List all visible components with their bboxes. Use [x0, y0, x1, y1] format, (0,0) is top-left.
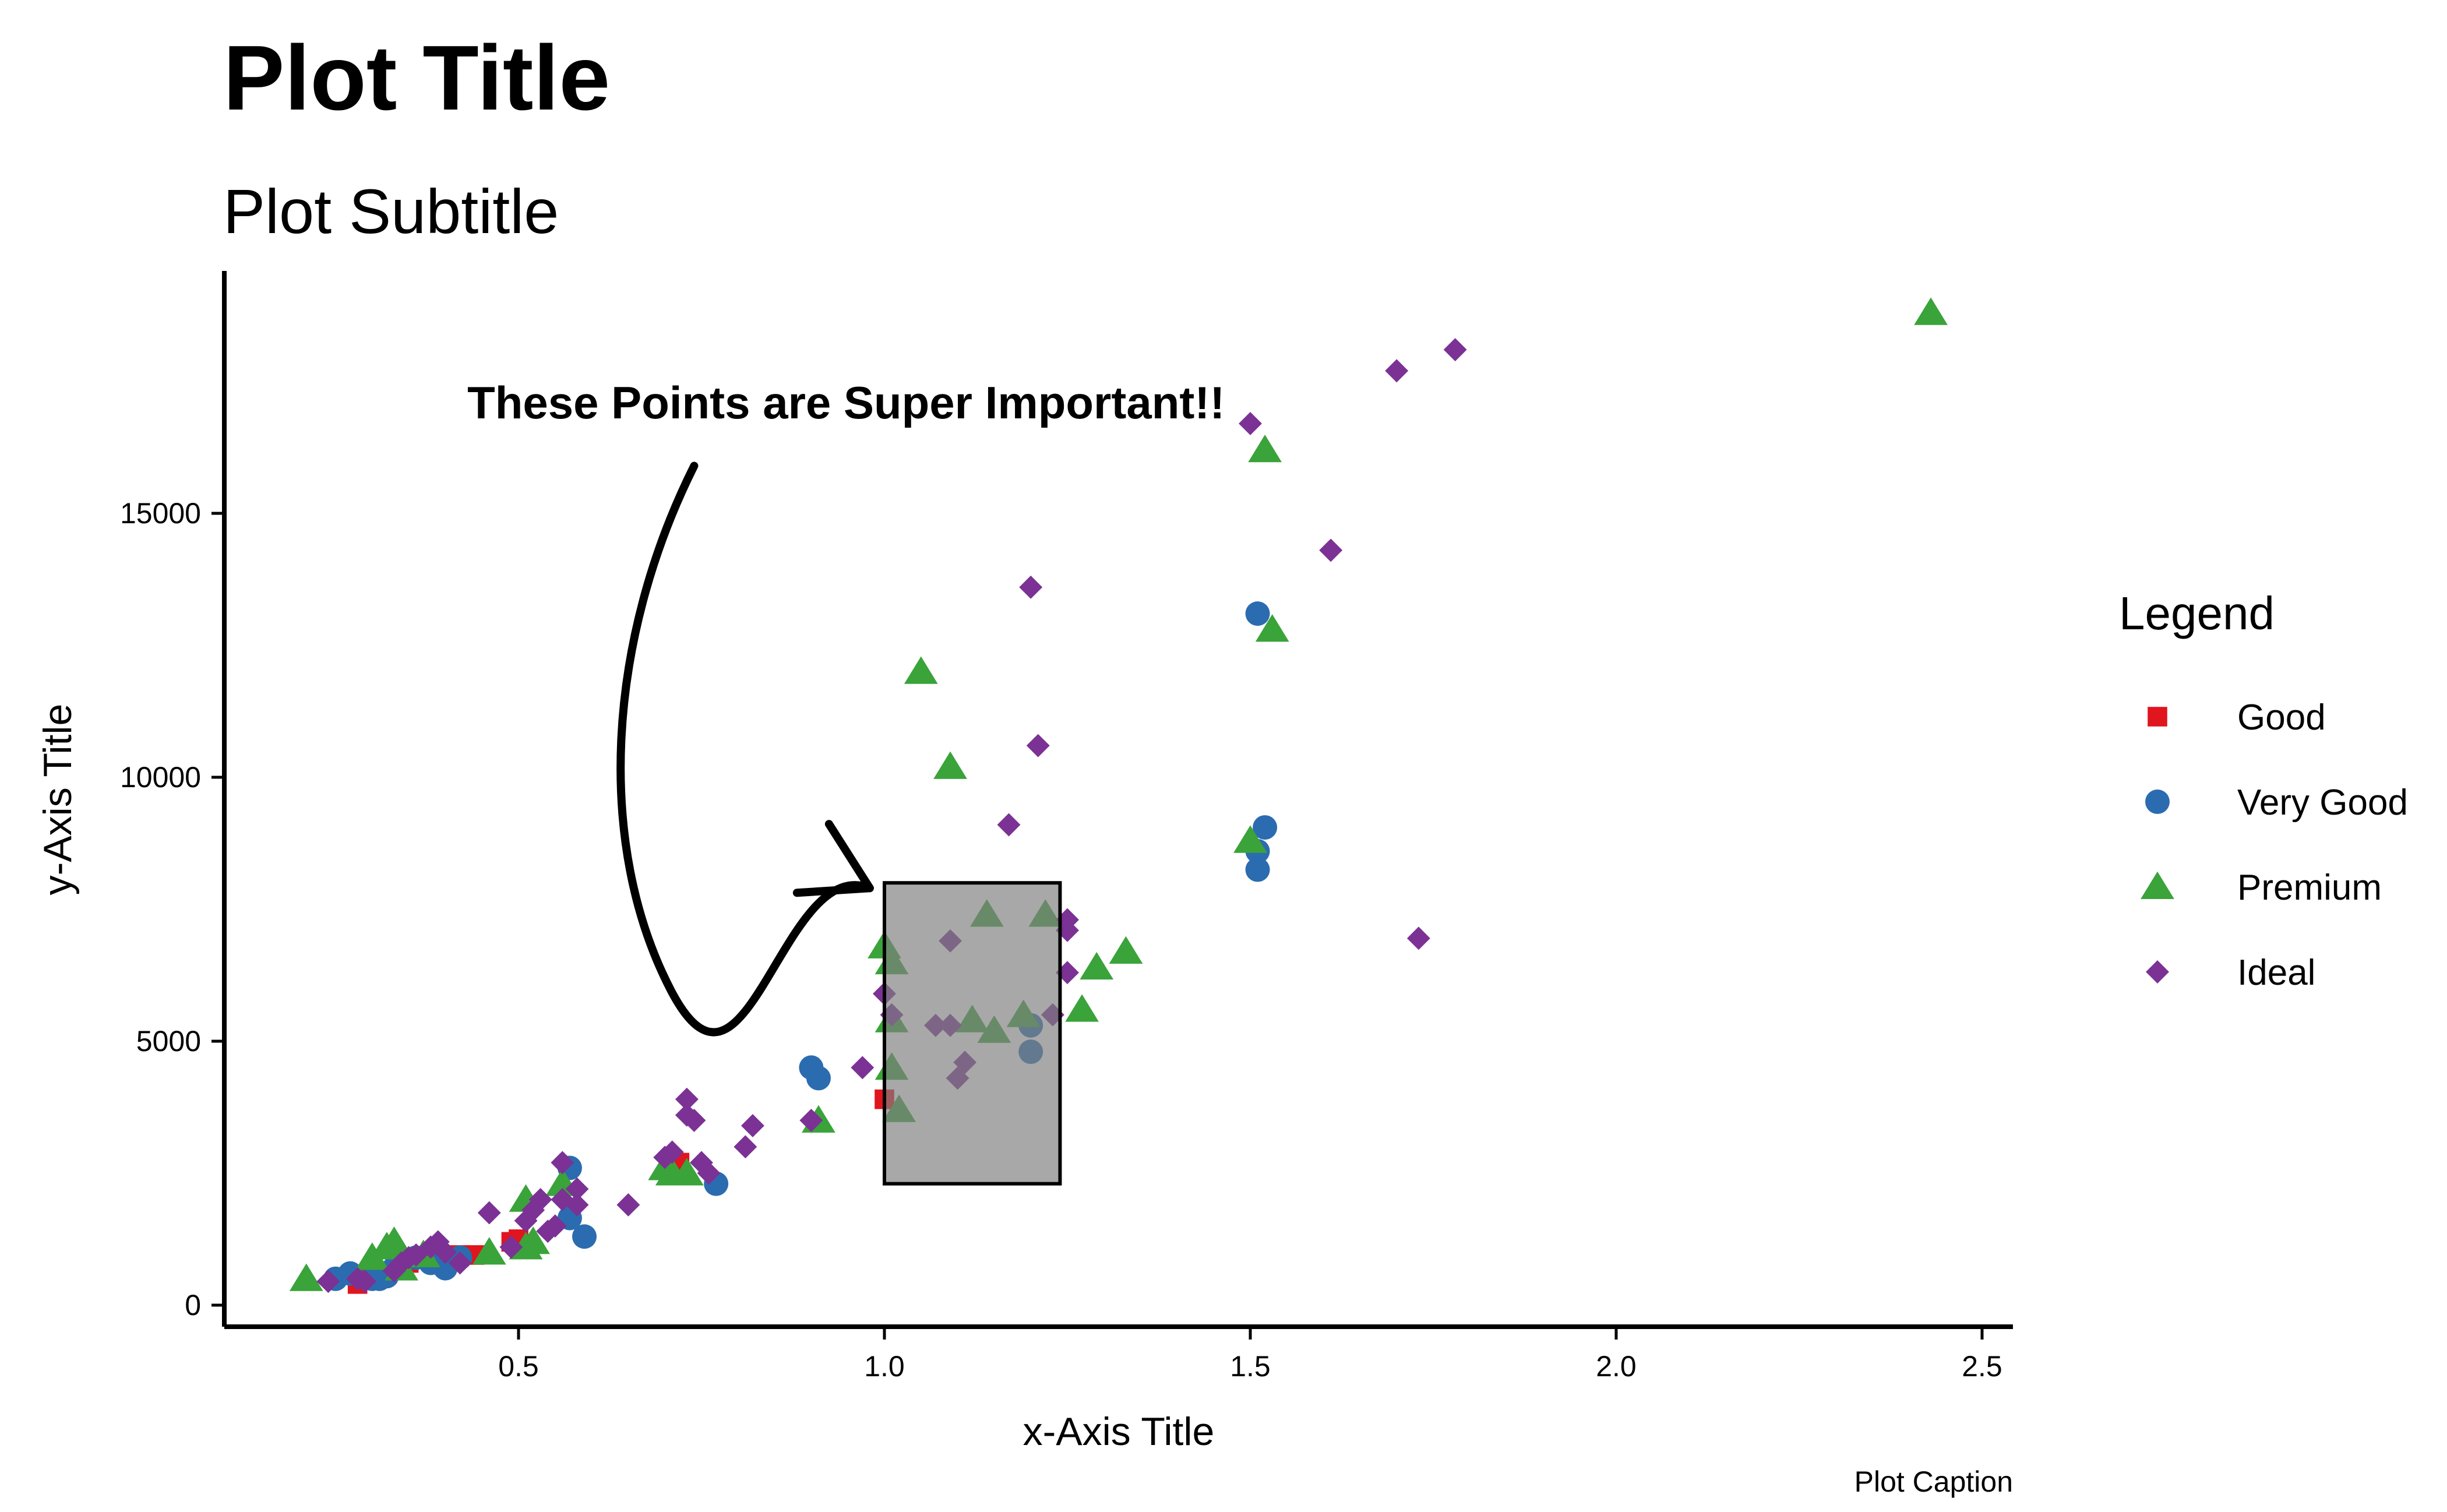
data-point: [1080, 951, 1114, 980]
data-point: [799, 1108, 823, 1132]
series-very-good: [323, 601, 1278, 1291]
legend-label: Very Good: [2237, 783, 2408, 823]
data-point: [377, 1226, 411, 1254]
x-tick-label: 1.0: [864, 1350, 905, 1383]
data-point: [1248, 435, 1282, 463]
x-tick-label: 1.5: [1230, 1350, 1271, 1383]
highlight-rectangle: [883, 881, 1062, 1186]
annotation-arrow: [616, 461, 874, 1037]
data-point: [528, 1187, 552, 1211]
data-point: [675, 1087, 699, 1111]
data-point: [433, 1240, 457, 1264]
y-tick-label: 5000: [136, 1025, 201, 1058]
annotation-text: These Points are Super Important!!: [467, 377, 1225, 428]
data-point: [1019, 575, 1043, 599]
data-point: [653, 1146, 677, 1169]
data-point: [565, 1193, 589, 1217]
legend-label: Ideal: [2237, 953, 2315, 993]
data-point: [1385, 359, 1409, 383]
legend-item: Premium: [2141, 868, 2382, 908]
x-tick-label: 2.5: [1962, 1350, 2002, 1383]
legend-key: [2145, 790, 2170, 814]
data-point: [514, 1209, 538, 1232]
data-points: [289, 297, 1948, 1294]
legend-item: Ideal: [2146, 953, 2315, 993]
data-point: [697, 1161, 721, 1185]
data-point: [543, 1214, 567, 1238]
data-point: [933, 751, 967, 779]
x-tick-label: 0.5: [498, 1350, 539, 1383]
data-point: [1026, 734, 1050, 757]
data-point: [682, 1108, 706, 1132]
data-point: [904, 656, 938, 684]
data-point: [499, 1235, 523, 1259]
data-point: [806, 1066, 831, 1091]
data-point: [1239, 412, 1262, 435]
y-tick-label: 10000: [120, 761, 201, 794]
legend-label: Premium: [2237, 868, 2382, 908]
data-point: [1255, 614, 1289, 642]
data-point: [390, 1251, 413, 1275]
data-point: [382, 1259, 406, 1283]
data-point: [477, 1201, 501, 1225]
legend-items: Good Very Good Premium Ideal: [2141, 697, 2408, 993]
annotation-arrowhead: [792, 820, 874, 897]
data-point: [675, 1103, 699, 1127]
data-point: [353, 1270, 377, 1294]
data-point: [572, 1224, 597, 1249]
data-point: [616, 1193, 640, 1217]
data-point: [734, 1135, 757, 1159]
data-point: [448, 1251, 472, 1275]
legend-item: Very Good: [2145, 783, 2408, 823]
data-point: [289, 1263, 323, 1291]
y-tick-label: 0: [185, 1289, 201, 1321]
plot-subtitle: Plot Subtitle: [223, 176, 559, 246]
data-point: [1065, 994, 1099, 1022]
data-point: [316, 1270, 340, 1294]
plot-caption: Plot Caption: [1854, 1465, 2013, 1498]
data-point: [551, 1151, 574, 1175]
legend: Legend Good Very Good Premium Ideal: [2119, 587, 2408, 993]
data-point: [1233, 825, 1267, 853]
data-point: [1253, 815, 1278, 840]
legend-key: [2141, 871, 2174, 899]
legend-key: [2146, 960, 2169, 984]
data-point: [741, 1114, 764, 1137]
legend-key: [2148, 707, 2167, 727]
data-point: [1406, 926, 1430, 950]
axes: [222, 271, 2013, 1329]
data-point: [1109, 936, 1143, 964]
data-point: [565, 1177, 589, 1201]
data-point: [1245, 857, 1270, 882]
x-axis-title: x-Axis Title: [1023, 1409, 1215, 1454]
series-premium: [289, 297, 1948, 1291]
data-point: [851, 1056, 875, 1080]
data-point: [1914, 297, 1948, 325]
data-point: [516, 1226, 550, 1254]
data-point: [660, 1140, 684, 1164]
legend-item: Good: [2148, 697, 2326, 738]
legend-title: Legend: [2119, 587, 2275, 639]
data-point: [1245, 601, 1270, 626]
data-point: [670, 1158, 704, 1186]
data-point: [1319, 538, 1343, 562]
data-point: [997, 813, 1021, 837]
y-axis-title: y-Axis Title: [36, 704, 80, 896]
x-tick-label: 2.0: [1596, 1350, 1637, 1383]
plot-title: Plot Title: [223, 27, 610, 129]
y-axis-ticks: 0 5000 10000 15000: [120, 497, 224, 1321]
x-axis-ticks: 0.5 1.0 1.5 2.0 2.5: [498, 1327, 2002, 1383]
data-point: [472, 1237, 506, 1265]
data-point: [1443, 338, 1467, 362]
y-tick-label: 15000: [120, 497, 201, 530]
legend-label: Good: [2237, 697, 2326, 738]
